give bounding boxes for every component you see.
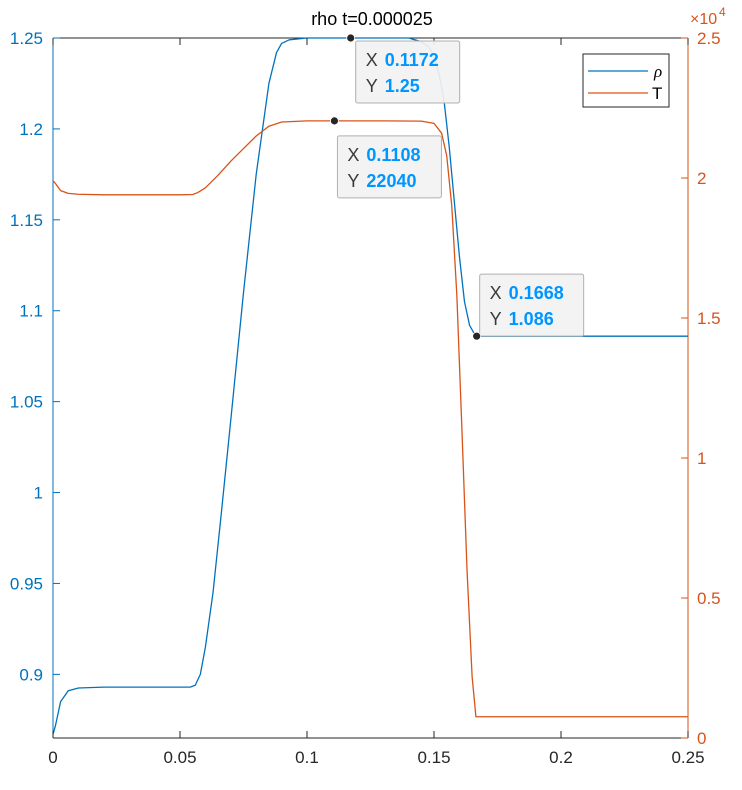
right-tick-label: 2 (697, 169, 706, 188)
legend-label-rho: ρ (653, 62, 662, 81)
chart-title: rho t=0.000025 (311, 9, 433, 29)
left-tick-label: 1.2 (19, 120, 43, 139)
right-axis-exponent-power: 4 (719, 5, 726, 19)
right-tick-label: 1 (697, 449, 706, 468)
datatip: X 0.1668 Y 1.086 (473, 274, 584, 340)
x-tick-label: 0.25 (671, 748, 704, 767)
x-tick-label: 0.15 (417, 748, 450, 767)
x-tick-label: 0 (48, 748, 57, 767)
x-tick-label: 0.05 (163, 748, 196, 767)
datatip-y-key: Y (347, 171, 359, 191)
right-tick-label: 0.5 (697, 589, 721, 608)
left-tick-label: 1.15 (10, 211, 43, 230)
right-axis-exponent-base: ×10 (690, 11, 717, 28)
left-axis-ticks: 0.9 0.95 1 1.05 1.1 1.15 1.2 1.25 (10, 29, 60, 684)
right-axis-ticks: 0 0.5 1 1.5 2 2.5 (681, 29, 721, 748)
datatip-y-value: 22040 (366, 171, 416, 191)
datatip-x-key: X (366, 50, 378, 70)
x-tick-label: 0.1 (295, 748, 319, 767)
datatip-x-value: 0.1172 (385, 50, 439, 70)
datatip-marker (330, 117, 338, 125)
x-tick-label: 0.2 (549, 748, 573, 767)
series-line-T (53, 121, 688, 717)
right-tick-label: 1.5 (697, 309, 721, 328)
left-tick-label: 1.1 (19, 302, 43, 321)
left-tick-label: 0.95 (10, 574, 43, 593)
datatip-marker (473, 332, 481, 340)
legend-label-T: T (652, 84, 662, 103)
left-tick-label: 1.05 (10, 393, 43, 412)
legend: ρ T (583, 54, 669, 107)
right-tick-label: 0 (697, 729, 706, 748)
datatip-x-value: 0.1108 (366, 145, 420, 165)
datatip-y-value: 1.25 (385, 76, 420, 96)
left-tick-label: 0.9 (19, 665, 43, 684)
datatip-x-key: X (347, 145, 359, 165)
left-tick-label: 1 (34, 484, 43, 503)
datatip: X 0.1172 Y 1.25 (347, 34, 460, 103)
datatip: X 0.1108 Y 22040 (330, 117, 441, 198)
left-tick-label: 1.25 (10, 29, 43, 48)
datatip-x-key: X (490, 283, 502, 303)
datatip-marker (347, 34, 355, 42)
datatip-y-value: 1.086 (509, 309, 554, 329)
right-tick-label: 2.5 (697, 29, 721, 48)
datatip-y-key: Y (366, 76, 378, 96)
right-axis-exponent: ×10 4 (690, 5, 726, 28)
datatip-y-key: Y (490, 309, 502, 329)
datatip-x-value: 0.1668 (509, 283, 564, 303)
